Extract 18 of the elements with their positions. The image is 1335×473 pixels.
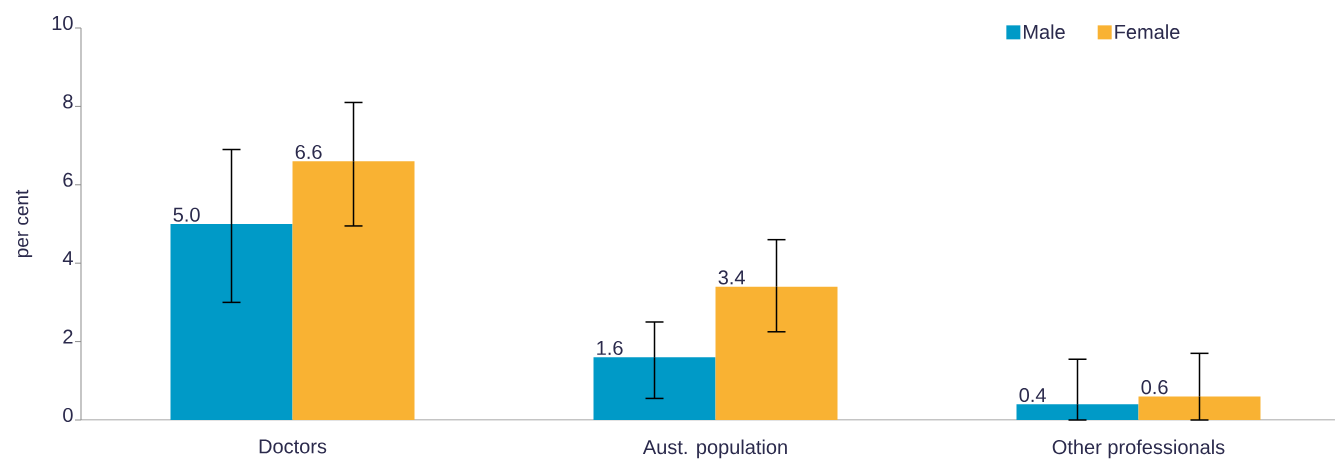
y-tick-label: 10 [52, 15, 73, 31]
data-label: 0.6 [1141, 380, 1168, 395]
data-label: 1.6 [597, 340, 623, 356]
x-tick-label: Doctors [259, 439, 327, 454]
data-label: 3.4 [718, 270, 745, 285]
data-label: 6.6 [295, 144, 322, 160]
y-tick-label: 8 [63, 94, 73, 109]
data-label: 5.0 [173, 207, 200, 222]
y-tick-label: 6 [63, 172, 73, 187]
y-tick-label: 2 [63, 329, 73, 344]
x-tick-label: Other professionals [1052, 439, 1225, 459]
y-axis-title: per cent [15, 189, 33, 258]
legend-label: Male [1023, 24, 1065, 40]
x-tick-label: Aust. population [642, 439, 787, 459]
y-tick-label: 4 [62, 251, 73, 266]
data-label: 0.4 [1019, 387, 1046, 403]
y-tick-label: 0 [63, 407, 73, 423]
legend-label: Female [1115, 24, 1180, 40]
